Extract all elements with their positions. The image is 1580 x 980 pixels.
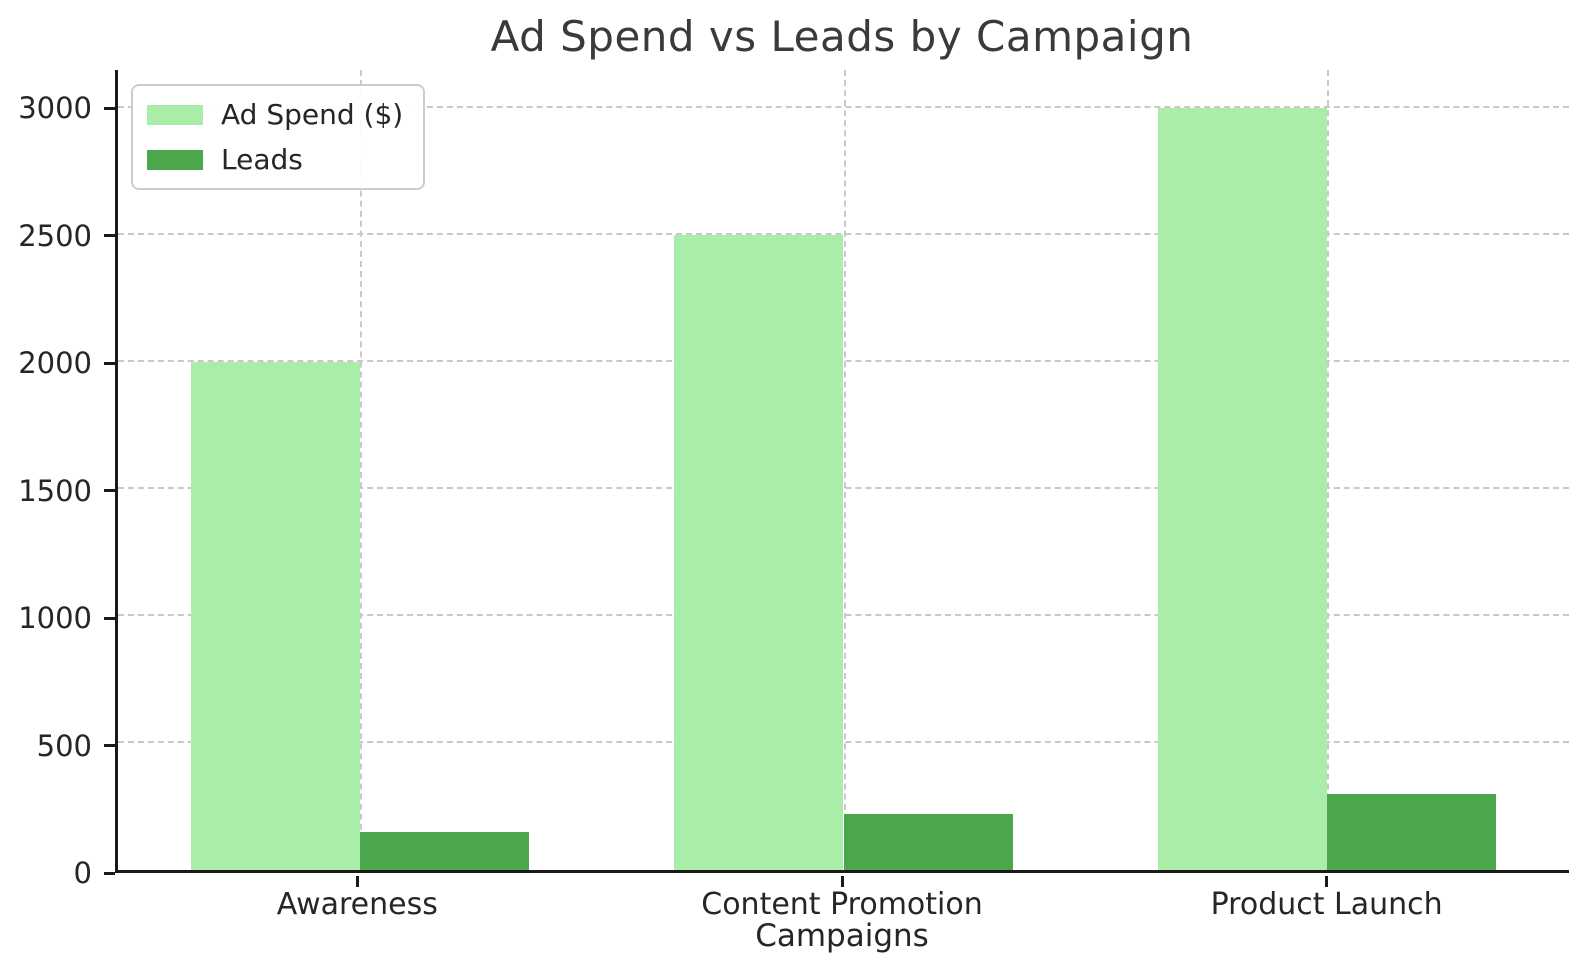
bar-leads-awareness <box>359 831 530 870</box>
xtick-mark-0 <box>355 876 359 887</box>
ytick-label-500: 500 <box>36 728 92 763</box>
chart-title: Ad Spend vs Leads by Campaign <box>490 12 1194 61</box>
xtick-label-0: Awareness <box>276 887 438 922</box>
ytick-label-1500: 1500 <box>18 473 92 508</box>
ytick-mark-0 <box>104 871 115 875</box>
legend-swatch-leads <box>147 149 203 170</box>
x-axis-label: Campaigns <box>755 918 929 954</box>
ytick-mark-3000 <box>104 106 115 110</box>
ytick-mark-500 <box>104 744 115 748</box>
bar-ad-spend-----content-promotion <box>674 235 844 870</box>
gridline-x-0 <box>359 70 362 870</box>
ytick-mark-1000 <box>104 616 115 620</box>
ytick-label-2000: 2000 <box>18 346 92 381</box>
ytick-label-3000: 3000 <box>18 91 92 126</box>
legend-item-leads: Leads <box>147 143 403 176</box>
legend-label-leads: Leads <box>221 143 303 176</box>
gridline-x-2 <box>1327 70 1330 870</box>
legend-item-ad-spend: Ad Spend ($) <box>147 98 403 131</box>
ytick-mark-1500 <box>104 489 115 493</box>
ytick-label-1000: 1000 <box>18 601 92 636</box>
ytick-label-0: 0 <box>73 856 92 890</box>
plot-area: Ad Spend ($) Leads <box>115 70 1569 873</box>
xtick-mark-1 <box>840 876 844 887</box>
xtick-label-1: Content Promotion <box>701 887 983 922</box>
bar-ad-spend-----product-launch <box>1157 108 1328 870</box>
bar-leads-content-promotion <box>843 814 1013 870</box>
legend: Ad Spend ($) Leads <box>131 84 426 190</box>
legend-label-ad-spend: Ad Spend ($) <box>221 98 404 131</box>
ytick-mark-2500 <box>104 234 115 238</box>
gridline-x-1 <box>843 70 846 870</box>
xtick-label-2: Product Launch <box>1210 887 1443 922</box>
ytick-mark-2000 <box>104 361 115 365</box>
xtick-mark-2 <box>1325 876 1329 887</box>
legend-swatch-ad-spend <box>147 104 203 125</box>
ytick-label-2500: 2500 <box>18 218 92 253</box>
bar-ad-spend-----awareness <box>190 362 360 870</box>
bar-leads-product-launch <box>1327 793 1497 870</box>
